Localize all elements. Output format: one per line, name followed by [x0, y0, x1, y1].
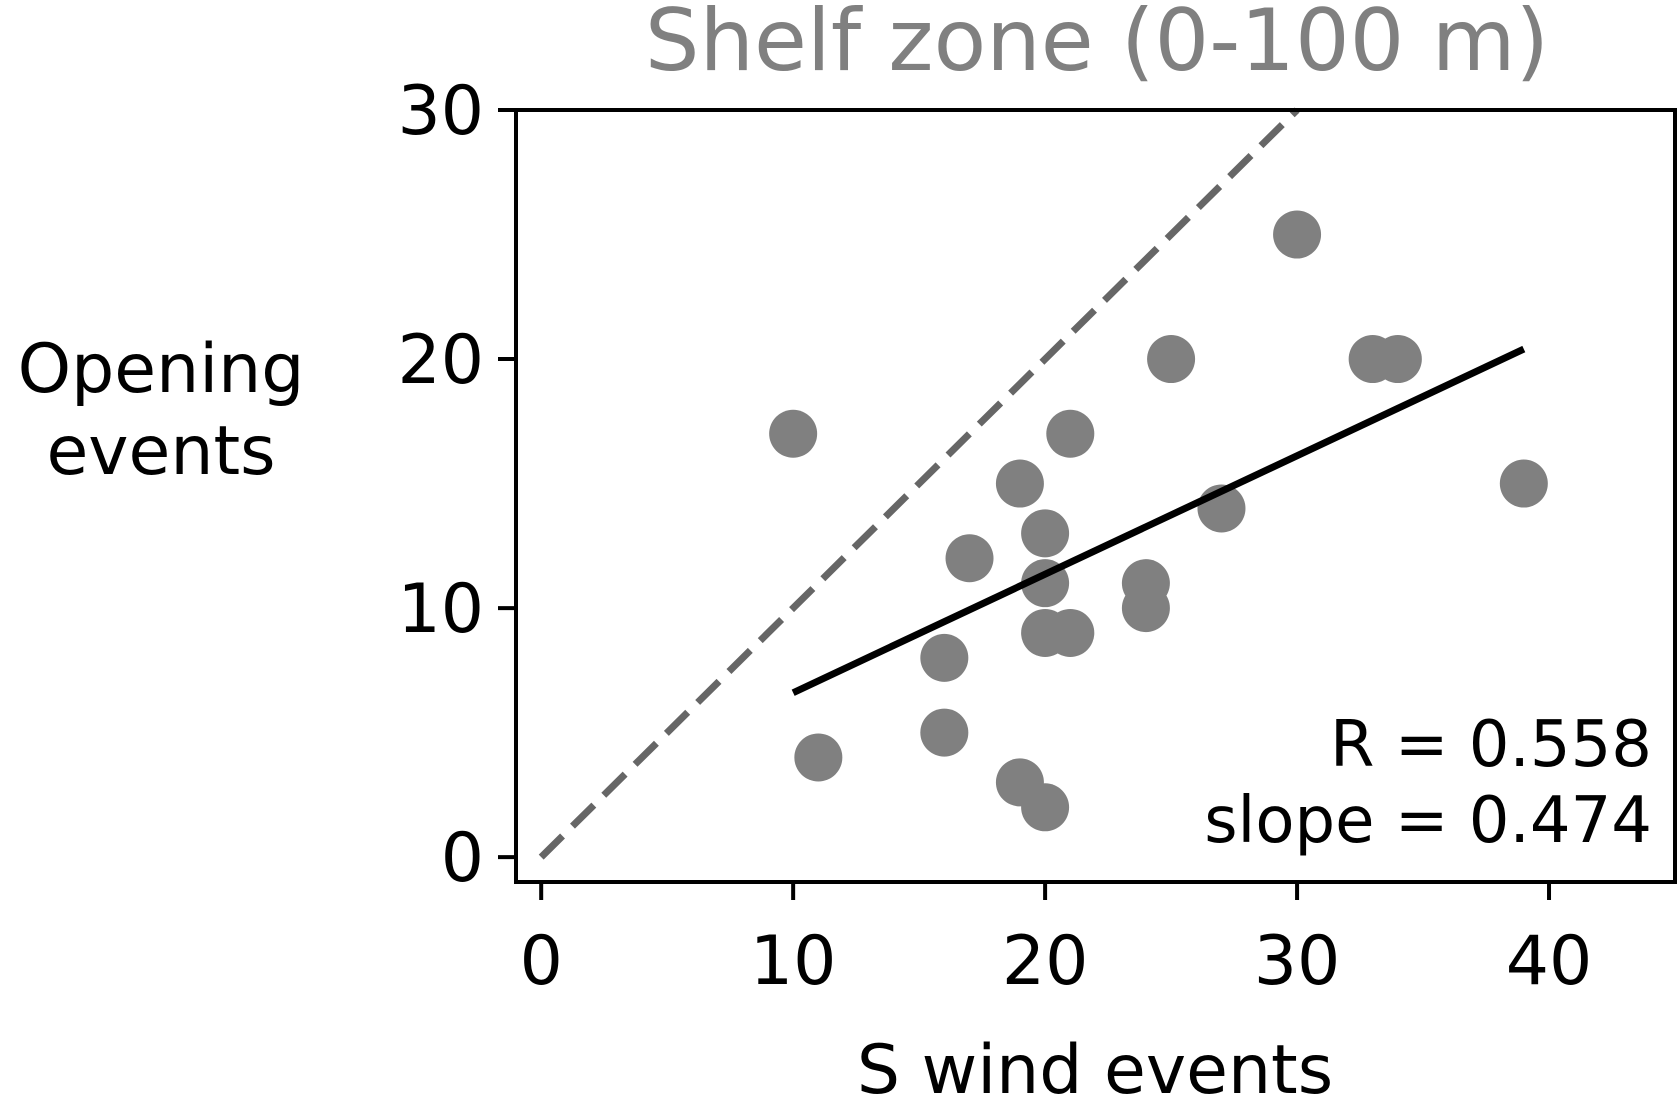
scatter-point-20 — [1373, 335, 1422, 384]
y-tick-label: 10 — [397, 570, 484, 649]
y-axis-label-line-2: events — [46, 412, 275, 491]
x-tick-label: 10 — [750, 922, 837, 1001]
y-axis-ticks: 0 10 20 30 — [397, 72, 516, 898]
x-axis-label: S wind events — [857, 1031, 1333, 1105]
scatter-point-1 — [769, 409, 818, 458]
y-axis-label-line-1: Opening — [18, 330, 305, 409]
slope-annotation: slope = 0.474 — [1204, 784, 1652, 858]
scatter-point-5 — [945, 534, 994, 583]
scatter-point-15 — [1121, 584, 1170, 633]
x-tick-label: 40 — [1506, 922, 1593, 1001]
scatter-point-16 — [1147, 335, 1196, 384]
x-tick-label: 30 — [1254, 922, 1341, 1001]
scatter-point-11 — [1021, 783, 1070, 832]
plot-frame — [514, 108, 1677, 884]
scatter-point-2 — [794, 733, 843, 782]
y-tick-label: 20 — [397, 321, 484, 400]
scatter-point-18 — [1273, 210, 1322, 259]
scatter-point-4 — [920, 708, 969, 757]
x-axis-ticks: 0 10 20 30 40 — [520, 882, 1593, 1001]
one-to-one-reference-line — [538, 107, 1300, 860]
x-tick-label: 20 — [1002, 922, 1089, 1001]
r-annotation: R = 0.558 — [1330, 708, 1652, 782]
scatter-point-8 — [1021, 509, 1070, 558]
y-tick-label: 0 — [441, 819, 484, 898]
plot-marks — [538, 107, 1548, 860]
x-tick-label: 0 — [520, 922, 563, 1001]
scatter-point-6 — [995, 459, 1044, 508]
scatter-point-13 — [1046, 608, 1095, 657]
scatter-point-3 — [920, 633, 969, 682]
scatter-point-12 — [1046, 409, 1095, 458]
regression-fit-line — [791, 345, 1526, 696]
chart-title: Shelf zone (0-100 m) — [645, 0, 1549, 91]
scatter-point-21 — [1499, 459, 1548, 508]
y-tick-label: 30 — [397, 72, 484, 151]
